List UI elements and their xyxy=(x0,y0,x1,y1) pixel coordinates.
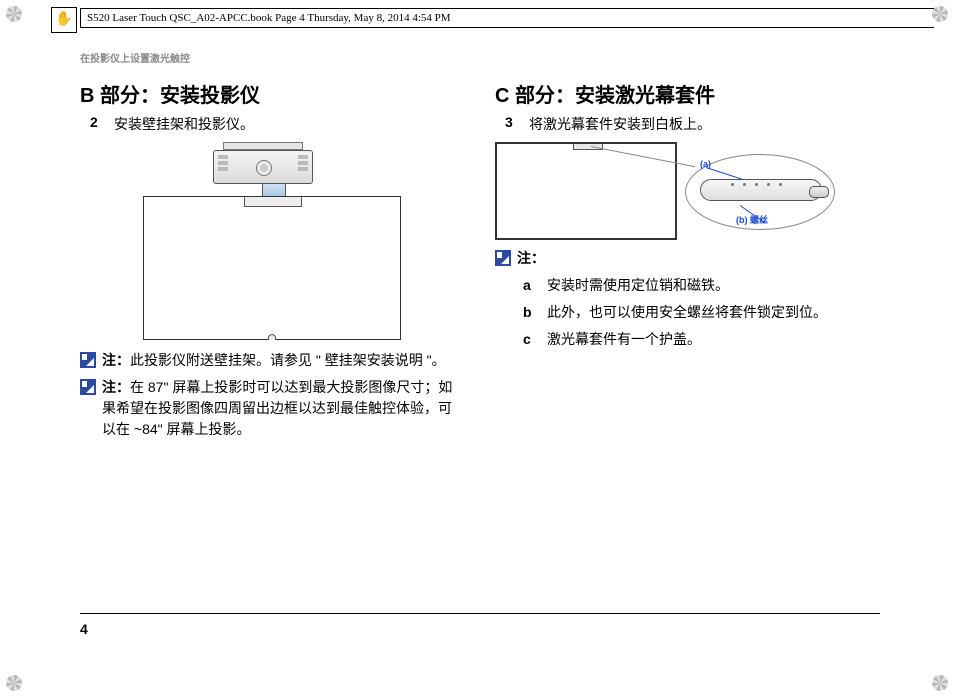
step-number: 2 xyxy=(90,114,104,134)
step-row: 2 安装壁挂架和投影仪。 xyxy=(80,114,465,134)
column-left: B 部分：安装投影仪 2 安装壁挂架和投影仪。 注：此投影仪附送壁挂架。请参见 … xyxy=(80,79,465,440)
laser-curtain-kit xyxy=(700,179,822,201)
callout-pointer-a xyxy=(706,167,743,180)
sub-item-text: 安装时需使用定位销和磁铁。 xyxy=(547,275,729,296)
page-content: 在投影仪上设置激光触控 B 部分：安装投影仪 2 安装壁挂架和投影仪。 注：此投… xyxy=(80,50,880,440)
framemaker-header-text: S520 Laser Touch QSC_A02-APCC.book Page … xyxy=(87,9,451,27)
projector-mount xyxy=(223,142,303,150)
note-row: 注： xyxy=(495,248,880,269)
sub-item-key: c xyxy=(523,329,537,350)
two-column-layout: B 部分：安装投影仪 2 安装壁挂架和投影仪。 注：此投影仪附送壁挂架。请参见 … xyxy=(80,79,880,440)
note-label: 注： xyxy=(102,379,130,395)
note-row: 注：在 87" 屏幕上投影时可以达到最大投影图像尺寸；如果希望在投影图像四周留出… xyxy=(80,377,465,440)
registration-mark xyxy=(6,6,22,22)
sub-item: c 激光幕套件有一个护盖。 xyxy=(495,329,880,350)
page-number: 4 xyxy=(80,621,88,637)
note-icon xyxy=(80,352,96,368)
figure-projector-screen xyxy=(143,142,403,342)
sub-item: b 此外，也可以使用安全螺丝将套件锁定到位。 xyxy=(495,302,880,323)
step-text: 将激光幕套件安装到白板上。 xyxy=(529,114,711,134)
sub-item-key: a xyxy=(523,275,537,296)
callout-label-a: (a) xyxy=(700,159,711,169)
note-row: 注：此投影仪附送壁挂架。请参见 " 壁挂架安装说明 "。 xyxy=(80,350,465,371)
section-b-title: B 部分：安装投影仪 xyxy=(80,79,465,108)
note-body: 注：在 87" 屏幕上投影时可以达到最大投影图像尺寸；如果希望在投影图像四周留出… xyxy=(102,377,465,440)
note-label: 注： xyxy=(102,352,130,368)
note-text: 在 87" 屏幕上投影时可以达到最大投影图像尺寸；如果希望在投影图像四周留出边框… xyxy=(102,379,452,437)
note-text: 此投影仪附送壁挂架。请参见 " 壁挂架安装说明 "。 xyxy=(130,352,446,368)
note-body: 注：此投影仪附送壁挂架。请参见 " 壁挂架安装说明 "。 xyxy=(102,350,446,371)
sub-item-text: 激光幕套件有一个护盖。 xyxy=(547,329,701,350)
registration-mark xyxy=(6,675,22,691)
note-label: 注： xyxy=(517,250,545,266)
kit-detail-bubble: (a) (b) 螺丝 xyxy=(685,154,835,230)
sub-item-text: 此外，也可以使用安全螺丝将套件锁定到位。 xyxy=(547,302,827,323)
screen-notch xyxy=(244,197,302,207)
step-text: 安装壁挂架和投影仪。 xyxy=(114,114,254,134)
column-right: C 部分：安装激光幕套件 3 将激光幕套件安装到白板上。 (a) (b) 螺丝 xyxy=(495,79,880,440)
section-c-title: C 部分：安装激光幕套件 xyxy=(495,79,880,108)
screen-bottom-tab xyxy=(268,334,276,340)
running-head: 在投影仪上设置激光触控 xyxy=(80,50,880,65)
note-icon xyxy=(495,250,511,266)
projector-body xyxy=(213,150,313,184)
framemaker-header: ✋ S520 Laser Touch QSC_A02-APCC.book Pag… xyxy=(80,8,934,28)
step-row: 3 将激光幕套件安装到白板上。 xyxy=(495,114,880,134)
callout-label-b: (b) 螺丝 xyxy=(736,213,768,226)
note-icon xyxy=(80,379,96,395)
projection-screen xyxy=(143,196,401,340)
sub-item-key: b xyxy=(523,302,537,323)
framemaker-icon: ✋ xyxy=(55,11,72,29)
registration-mark xyxy=(932,6,948,22)
sub-item: a 安装时需使用定位销和磁铁。 xyxy=(495,275,880,296)
step-number: 3 xyxy=(505,114,519,134)
registration-mark xyxy=(932,675,948,691)
note-body: 注： xyxy=(517,248,545,269)
figure-laser-kit: (a) (b) 螺丝 xyxy=(495,142,835,242)
